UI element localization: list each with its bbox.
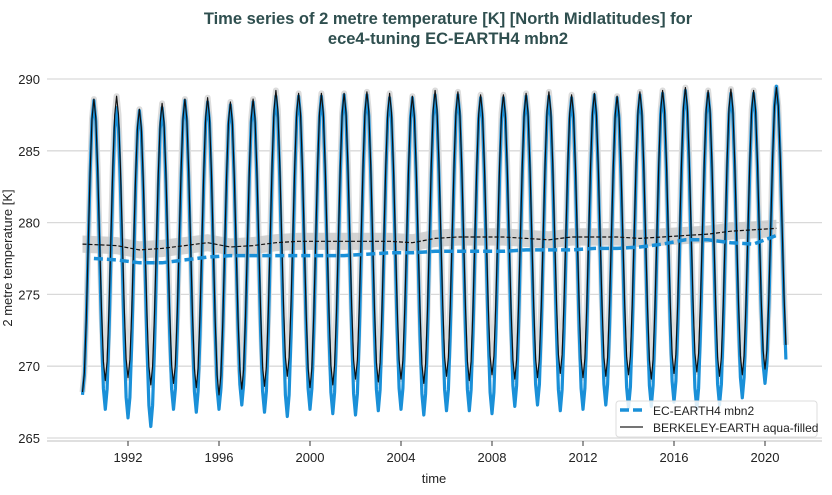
chart-subtitle: ece4-tuning EC-EARTH4 mbn2 [328,30,568,48]
x-axis-label: time [422,471,447,486]
x-tick-label: 2004 [387,450,416,465]
x-tick-label: 2000 [296,450,325,465]
y-axis-label: 2 metre temperature [K] [0,189,15,326]
y-tick-label: 290 [18,72,40,87]
y-tick-label: 285 [18,144,40,159]
y-tick-label: 275 [18,287,40,302]
x-tick-label: 2008 [478,450,507,465]
legend-label-model: EC-EARTH4 mbn2 [653,404,754,418]
x-tick-label: 1996 [205,450,234,465]
x-tick-label: 2020 [751,450,780,465]
legend-label-obs: BERKELEY-EARTH aqua-filled [653,421,818,435]
x-tick-label: 2016 [660,450,689,465]
y-tick-label: 270 [18,359,40,374]
series-model-running-mean [93,233,778,265]
legend: EC-EARTH4 mbn2 BERKELEY-EARTH aqua-fille… [615,400,818,438]
y-tick-label: 280 [18,216,40,231]
series-obs-running-mean [82,227,777,251]
y-tick-label: 265 [18,431,40,446]
chart-title: Time series of 2 metre temperature [K] [… [204,10,693,28]
x-tick-label: 2012 [569,450,598,465]
x-tick-label: 1992 [114,450,143,465]
